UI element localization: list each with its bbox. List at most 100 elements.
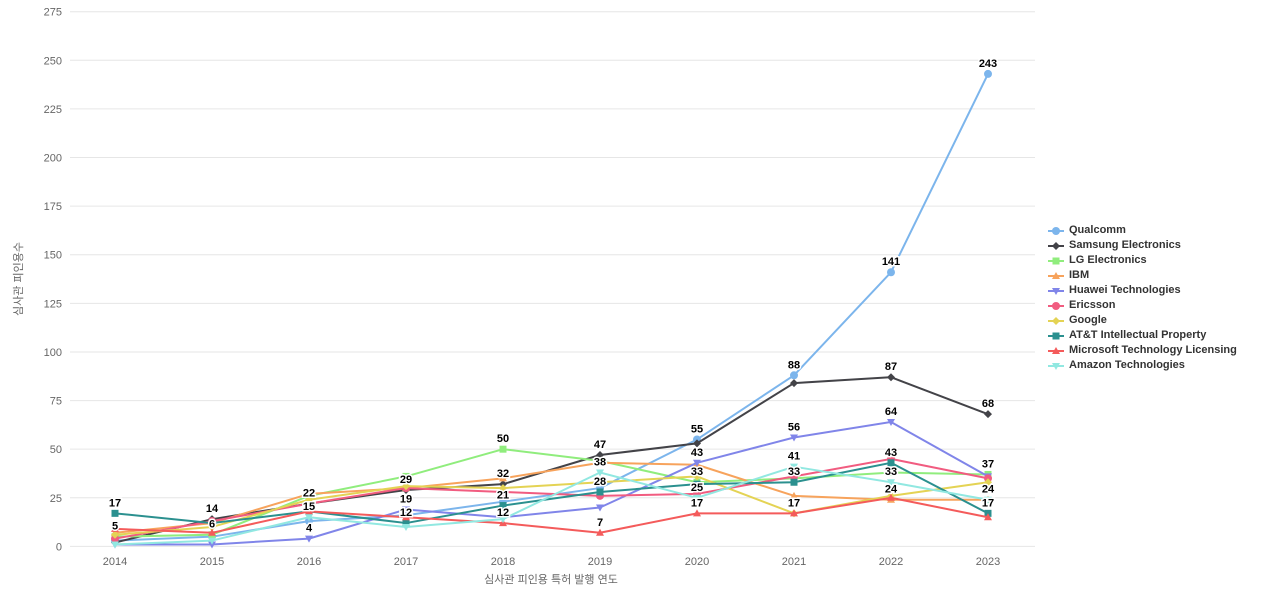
legend-marker-icon <box>1048 346 1064 354</box>
data-label-2019-38: 38 <box>594 457 606 469</box>
legend-marker-icon <box>1048 301 1064 310</box>
data-label-2022-141: 141 <box>882 256 900 268</box>
data-label-2014-17: 17 <box>109 497 121 509</box>
data-label-2022-43: 43 <box>885 447 897 459</box>
series-qualcomm <box>111 69 992 545</box>
data-label-2021-33: 33 <box>788 466 800 478</box>
legend-item-huawei-technologies[interactable]: Huawei Technologies <box>1048 283 1237 298</box>
data-label-2021-88: 88 <box>788 359 800 371</box>
data-label-2016-4: 4 <box>306 523 313 535</box>
series-amazon-technologies <box>111 463 992 549</box>
y-tick-150: 150 <box>44 250 62 262</box>
chart-legend: Qualcomm Samsung Electronics LG Electronic… <box>1048 223 1237 373</box>
legend-label: IBM <box>1069 269 1090 281</box>
data-label-2015-14: 14 <box>206 503 219 515</box>
data-label-2020-43: 43 <box>691 447 703 459</box>
data-label-2017-12: 12 <box>400 507 412 519</box>
x-tick-2019: 2019 <box>588 556 612 568</box>
series-ibm <box>111 458 992 536</box>
y-tick-275: 275 <box>44 7 62 19</box>
legend-label: Samsung Electronics <box>1069 239 1181 251</box>
y-tick-250: 250 <box>44 55 62 67</box>
data-label-2022-64: 64 <box>885 406 898 418</box>
legend-marker-icon <box>1048 226 1064 235</box>
legend-item-ericsson[interactable]: Ericsson <box>1048 298 1237 313</box>
data-label-2016-15: 15 <box>303 501 315 513</box>
y-tick-25: 25 <box>50 493 62 505</box>
data-label-2023-37: 37 <box>982 458 994 470</box>
y-tick-75: 75 <box>50 396 62 408</box>
y-tick-225: 225 <box>44 104 62 116</box>
gridlines <box>70 11 1035 547</box>
series-huawei-technologies <box>111 418 992 549</box>
legend-label: Microsoft Technology Licensing <box>1069 344 1237 356</box>
data-label-2021-56: 56 <box>788 422 800 434</box>
y-tick-125: 125 <box>44 298 62 310</box>
data-label-2018-50: 50 <box>497 433 509 445</box>
data-label-2020-17: 17 <box>691 497 703 509</box>
x-tick-2023: 2023 <box>976 556 1000 568</box>
legend-marker-icon <box>1048 362 1064 370</box>
legend-label: AT&T Intellectual Property <box>1069 329 1207 341</box>
data-label-2016-22: 22 <box>303 488 315 500</box>
legend-item-microsoft-technology-licensing[interactable]: Microsoft Technology Licensing <box>1048 343 1237 358</box>
series-lines <box>111 69 992 549</box>
legend-marker-icon <box>1048 241 1064 250</box>
data-label-2018-12: 12 <box>497 507 509 519</box>
data-label-2019-28: 28 <box>594 476 606 488</box>
data-label-2014-5: 5 <box>112 521 118 533</box>
legend-label: Ericsson <box>1069 299 1116 311</box>
data-label-2019-7: 7 <box>597 517 603 529</box>
legend-label: Huawei Technologies <box>1069 284 1181 296</box>
x-tick-2014: 2014 <box>103 556 127 568</box>
data-label-2023-243: 243 <box>979 58 997 70</box>
x-tick-2020: 2020 <box>685 556 709 568</box>
y-tick-0: 0 <box>56 541 62 553</box>
x-tick-2016: 2016 <box>297 556 321 568</box>
x-tick-2021: 2021 <box>782 556 806 568</box>
legend-item-lg-electronics[interactable]: LG Electronics <box>1048 253 1237 268</box>
y-tick-175: 175 <box>44 201 62 213</box>
data-label-2022-87: 87 <box>885 361 897 373</box>
legend-label: Amazon Technologies <box>1069 359 1185 371</box>
legend-marker-icon <box>1048 287 1064 295</box>
legend-item-google[interactable]: Google <box>1048 313 1237 328</box>
data-label-2022-24: 24 <box>885 484 898 496</box>
legend-label: Qualcomm <box>1069 224 1126 236</box>
data-label-2020-55: 55 <box>691 423 703 435</box>
data-label-2023-17: 17 <box>982 497 994 509</box>
legend-marker-icon <box>1048 332 1064 339</box>
data-label-2021-17: 17 <box>788 497 800 509</box>
x-tick-2022: 2022 <box>879 556 903 568</box>
data-label-2017-19: 19 <box>400 493 412 505</box>
legend-label: LG Electronics <box>1069 254 1147 266</box>
legend-item-samsung-electronics[interactable]: Samsung Electronics <box>1048 238 1237 253</box>
data-label-2020-25: 25 <box>691 482 703 494</box>
legend-label: Google <box>1069 314 1107 326</box>
data-label-2023-68: 68 <box>982 398 994 410</box>
legend-marker-icon <box>1048 316 1064 325</box>
x-tick-2018: 2018 <box>491 556 515 568</box>
data-label-2015-6: 6 <box>209 519 215 531</box>
y-tick-50: 50 <box>50 444 62 456</box>
legend-item-qualcomm[interactable]: Qualcomm <box>1048 223 1237 238</box>
legend-item-at-t-intellectual-property[interactable]: AT&T Intellectual Property <box>1048 328 1237 343</box>
y-tick-100: 100 <box>44 347 62 359</box>
legend-marker-icon <box>1048 271 1064 279</box>
y-axis-title: 심사관 피인용수 <box>12 242 25 316</box>
series-samsung-electronics <box>111 373 992 547</box>
data-label-2018-32: 32 <box>497 468 509 480</box>
data-label-2018-21: 21 <box>497 490 509 502</box>
legend-item-amazon-technologies[interactable]: Amazon Technologies <box>1048 358 1237 373</box>
x-tick-2015: 2015 <box>200 556 224 568</box>
data-label-2023-24: 24 <box>982 484 995 496</box>
x-tick-2017: 2017 <box>394 556 418 568</box>
data-label-2019-47: 47 <box>594 439 606 451</box>
legend-item-ibm[interactable]: IBM <box>1048 268 1237 283</box>
data-label-2022-33: 33 <box>885 466 897 478</box>
data-label-2020-33: 33 <box>691 466 703 478</box>
